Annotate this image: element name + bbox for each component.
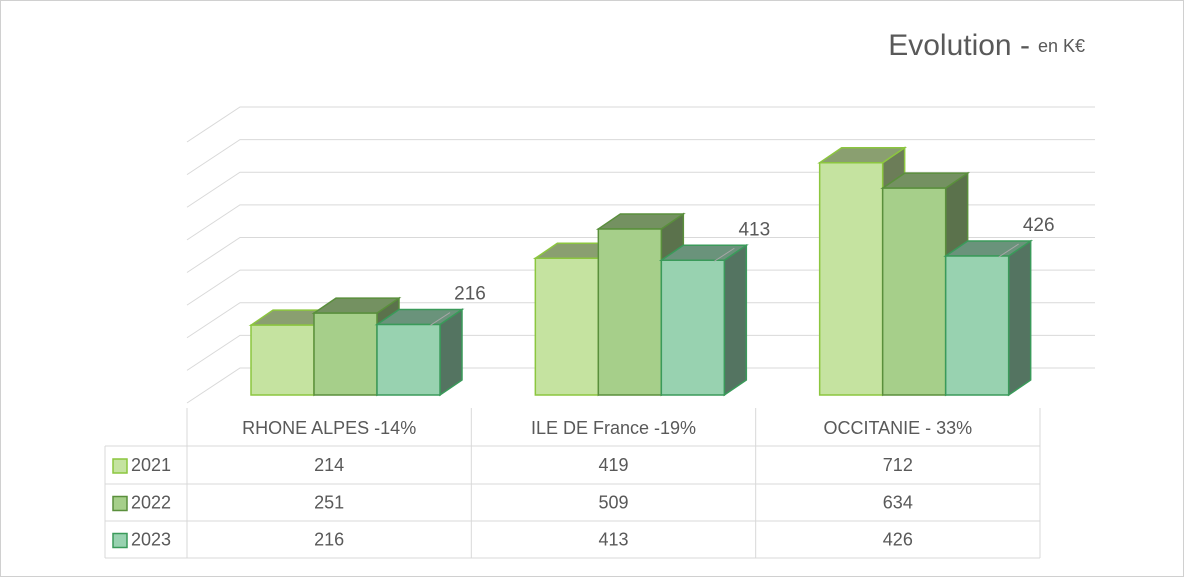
bar-side (723, 243, 748, 397)
table-cell: 509 (598, 492, 628, 512)
grid-line (186, 302, 1095, 339)
bar-front (534, 257, 600, 396)
grid-line (186, 334, 1095, 371)
bar-front (881, 187, 947, 396)
grid-line (186, 367, 1095, 404)
grid-line (186, 171, 1095, 208)
data-label: 413 (738, 219, 770, 240)
legend-swatch (112, 495, 128, 512)
table-cell: 712 (883, 455, 913, 475)
x-tick-label: RHONE ALPES -14% (242, 418, 416, 438)
table-cell: 216 (314, 529, 344, 549)
grid-line (186, 269, 1095, 306)
chart-title: Evolution - en K€ (888, 29, 1085, 62)
bar-front (944, 255, 1010, 396)
grid-line (186, 106, 1095, 143)
label-leader (429, 312, 451, 326)
data-label: 426 (1023, 215, 1055, 236)
grid-line (186, 139, 1095, 176)
bar-front (250, 324, 315, 396)
legend-label: 2023 (131, 529, 171, 549)
table-cell: 634 (883, 492, 913, 512)
bar-front (376, 323, 441, 396)
legend-swatch (112, 458, 128, 474)
table-cell: 426 (883, 529, 913, 549)
title-unit: en K€ (1038, 36, 1085, 56)
bar (943, 239, 1034, 397)
x-tick-label: OCCITANIE - 33% (823, 418, 972, 438)
grid-line (186, 237, 1095, 273)
bar-side (1007, 239, 1032, 397)
bar (374, 308, 465, 397)
bar (658, 243, 749, 397)
bar-front (597, 228, 663, 396)
legend-label: 2022 (131, 492, 171, 512)
legend-swatch (112, 532, 128, 549)
grid-line (186, 204, 1095, 241)
bar-front (313, 312, 378, 396)
label-leader (714, 247, 735, 262)
title-main: Evolution - (888, 29, 1030, 62)
table-cell: 214 (314, 455, 344, 475)
bar-front (660, 259, 726, 396)
table-cell: 413 (598, 529, 628, 549)
legend-label: 2021 (131, 455, 171, 475)
bar-front (818, 161, 884, 396)
table-cell: 419 (598, 455, 628, 475)
table-cell: 251 (314, 492, 344, 512)
data-label: 216 (454, 284, 486, 305)
label-leader (998, 243, 1019, 258)
x-tick-label: ILE DE France -19% (531, 418, 696, 438)
